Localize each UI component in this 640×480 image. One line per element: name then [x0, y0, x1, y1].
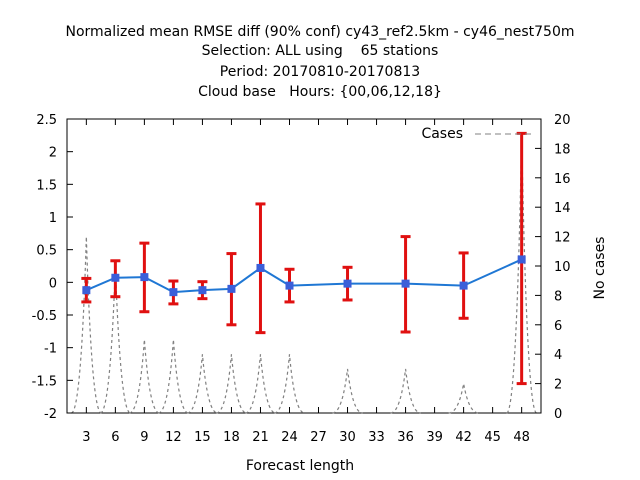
- x-tick-label: 42: [455, 430, 472, 445]
- y-tick-label: 1.5: [36, 178, 57, 193]
- y-tick-label: 0: [49, 276, 57, 291]
- data-point: [517, 255, 526, 264]
- cases-spike: [274, 354, 305, 414]
- data-point: [198, 286, 207, 295]
- y2-tick-label: 2: [554, 378, 562, 393]
- x-tick-label: 9: [140, 430, 148, 445]
- data-point: [285, 281, 294, 290]
- data-point: [82, 286, 91, 295]
- y2-tick-label: 14: [554, 201, 571, 216]
- title-line-4: Cloud base Hours: {00,06,12,18}: [198, 84, 442, 100]
- y2-tick-label: 6: [554, 319, 562, 334]
- data-point: [227, 284, 236, 293]
- x-tick-label: 27: [310, 430, 327, 445]
- y2-tick-label: 20: [554, 113, 571, 128]
- y-tick-label: -1.5: [32, 374, 57, 389]
- x-tick-label: 36: [397, 430, 414, 445]
- cases-spike: [129, 339, 160, 414]
- error-bars: [81, 131, 527, 386]
- cases-spike: [245, 354, 276, 414]
- cases-spike: [332, 368, 363, 414]
- x-axis: 3 6 9 12 15 18 21 24 27 30 33 36 39 42 45 48: [82, 119, 530, 445]
- x-tick-label: 33: [368, 430, 385, 445]
- y2-tick-label: 16: [554, 172, 571, 187]
- cases-spike: [390, 368, 421, 414]
- x-tick-label: 6: [111, 430, 119, 445]
- x-tick-label: 24: [281, 430, 298, 445]
- y2-tick-label: 8: [554, 289, 562, 304]
- x-axis-label: Forecast length: [246, 458, 354, 474]
- data-point: [459, 281, 468, 290]
- y2-tick-label: 18: [554, 142, 571, 157]
- y2-tick-label: 12: [554, 231, 571, 246]
- cases-spike: [71, 236, 102, 414]
- y2-tick-label: 4: [554, 348, 562, 363]
- data-point: [111, 273, 120, 282]
- data-point: [169, 288, 178, 297]
- title-line-3: Period: 20170810-20170813: [220, 64, 420, 80]
- y2-tick-label: 10: [554, 260, 571, 275]
- x-tick-label: 12: [165, 430, 182, 445]
- y-axis-left: -2 -1.5 -1 -0.5 0 0.5 1 1.5 2 2.5: [32, 113, 73, 422]
- x-tick-label: 30: [339, 430, 356, 445]
- y-tick-label: -1: [44, 342, 57, 357]
- y-tick-label: 2.5: [36, 113, 57, 128]
- data-point: [140, 273, 149, 282]
- plot-frame: [66, 118, 542, 414]
- x-tick-label: 3: [82, 430, 90, 445]
- x-tick-label: 45: [484, 430, 501, 445]
- legend-label: Cases: [421, 126, 463, 142]
- x-tick-label: 48: [513, 430, 530, 445]
- cases-spike: [187, 354, 218, 414]
- cases-spike: [216, 354, 247, 414]
- title-line-1: Normalized mean RMSE diff (90% conf) cy4…: [65, 24, 574, 40]
- data-point: [343, 279, 352, 288]
- title-line-2: Selection: ALL using 65 stations: [202, 43, 439, 59]
- x-tick-label: 21: [252, 430, 269, 445]
- y-tick-label: 1: [49, 211, 57, 226]
- y-axis-right: 0 2 4 6 8 10 12 14 16 18 20: [535, 113, 571, 422]
- cases-spike: [448, 383, 479, 414]
- y-tick-label: -0.5: [32, 309, 57, 324]
- legend: Cases: [421, 126, 535, 142]
- y-tick-label: 2: [49, 146, 57, 161]
- y-tick-label: -2: [44, 407, 57, 422]
- cases-spike: [158, 339, 189, 414]
- x-tick-label: 15: [194, 430, 211, 445]
- chart-title: Normalized mean RMSE diff (90% conf) cy4…: [65, 24, 574, 100]
- cases-series: [71, 133, 538, 414]
- x-tick-label: 18: [223, 430, 240, 445]
- rmse-series: [82, 255, 526, 297]
- y-tick-label: 0.5: [36, 244, 57, 259]
- data-point: [256, 263, 265, 272]
- cases-spike: [100, 265, 131, 414]
- data-point: [401, 279, 410, 288]
- y2-axis-label: No cases: [592, 237, 608, 300]
- rmse-line: [85, 258, 523, 294]
- y2-tick-label: 0: [554, 407, 562, 422]
- x-tick-label: 39: [426, 430, 443, 445]
